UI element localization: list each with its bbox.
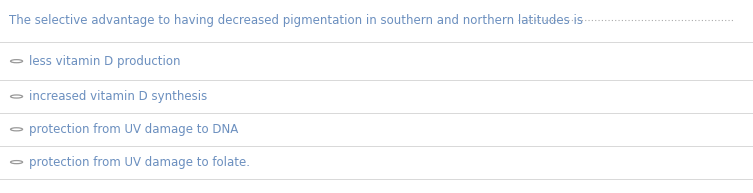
Text: The selective advantage to having decreased pigmentation in southern and norther: The selective advantage to having decrea… [9,14,583,26]
Text: protection from UV damage to folate.: protection from UV damage to folate. [29,156,249,169]
Text: increased vitamin D synthesis: increased vitamin D synthesis [29,90,207,103]
Text: less vitamin D production: less vitamin D production [29,55,180,68]
Text: protection from UV damage to DNA: protection from UV damage to DNA [29,123,238,136]
